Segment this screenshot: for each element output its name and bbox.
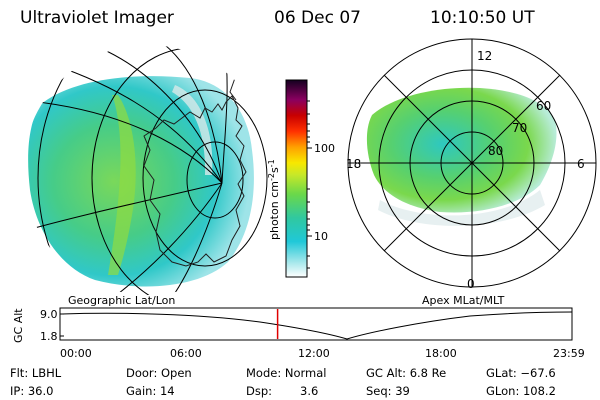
mlat-label-60: 60 xyxy=(536,99,551,113)
status-filter: Flt: LBHL xyxy=(10,366,62,380)
time-tick-0600: 06:00 xyxy=(170,347,202,360)
status-door: Door: Open xyxy=(126,366,192,380)
status-gc-alt: GC Alt: 6.8 Re xyxy=(366,366,447,380)
status-glat: GLat: −67.6 xyxy=(486,366,556,380)
status-dsp-label: Dsp: xyxy=(246,384,273,398)
alt-tick-bottom: 1.8 xyxy=(40,330,58,343)
left-coastline xyxy=(143,95,247,267)
mlt-label-0: 0 xyxy=(467,277,475,291)
left-dayglow-streak xyxy=(108,95,136,275)
time-label: 10:10:50 UT xyxy=(430,8,535,28)
altitude-plot: 9.0 1.8 GC Alt 00:00 06:00 12:00 18:00 2… xyxy=(12,307,585,360)
right-panel-caption: Apex MLat/MLT xyxy=(422,294,505,307)
status-ip: IP: 36.0 xyxy=(10,384,54,398)
alt-axis-label: GC Alt xyxy=(12,308,25,343)
time-tick-0000: 00:00 xyxy=(60,347,92,360)
instrument-title: Ultraviolet Imager xyxy=(20,8,174,28)
status-dsp-value: 3.6 xyxy=(300,384,319,398)
colorbar-gradient xyxy=(285,79,308,278)
right-emission-region xyxy=(366,87,557,213)
mlat-label-70: 70 xyxy=(512,121,527,135)
mlt-label-6: 6 xyxy=(577,157,585,171)
status-seq: Seq: 39 xyxy=(366,384,410,398)
status-gain: Gain: 14 xyxy=(126,384,175,398)
time-tick-2359: 23:59 xyxy=(553,347,585,360)
status-glon: GLon: 108.2 xyxy=(486,384,556,398)
right-auroral-image: 12 18 6 0 60 70 80 xyxy=(346,38,597,291)
status-mode: Mode: Normal xyxy=(246,366,327,380)
mlt-label-12: 12 xyxy=(477,49,492,63)
colorbar-tick-10: 10 xyxy=(314,230,328,243)
altitude-plot-frame xyxy=(59,307,573,341)
alt-tick-top: 9.0 xyxy=(40,308,58,321)
colorbar-label: photon cm-2s-1 xyxy=(267,159,281,240)
time-tick-1200: 12:00 xyxy=(298,347,330,360)
mlat-label-80: 80 xyxy=(488,144,503,158)
date-label: 06 Dec 07 xyxy=(274,8,361,28)
time-tick-1800: 18:00 xyxy=(425,347,457,360)
mlt-label-18: 18 xyxy=(346,157,361,171)
colorbar: 100 10 photon cm-2s-1 xyxy=(267,79,335,278)
altitude-curve xyxy=(61,311,573,340)
right-polar-grid xyxy=(347,38,597,288)
colorbar-tick-100: 100 xyxy=(314,142,335,155)
left-panel-caption: Geographic Lat/Lon xyxy=(68,294,175,307)
left-emission-region xyxy=(28,76,254,287)
